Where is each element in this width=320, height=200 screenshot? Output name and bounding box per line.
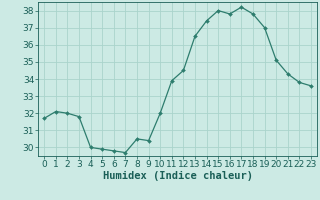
X-axis label: Humidex (Indice chaleur): Humidex (Indice chaleur) xyxy=(103,171,252,181)
